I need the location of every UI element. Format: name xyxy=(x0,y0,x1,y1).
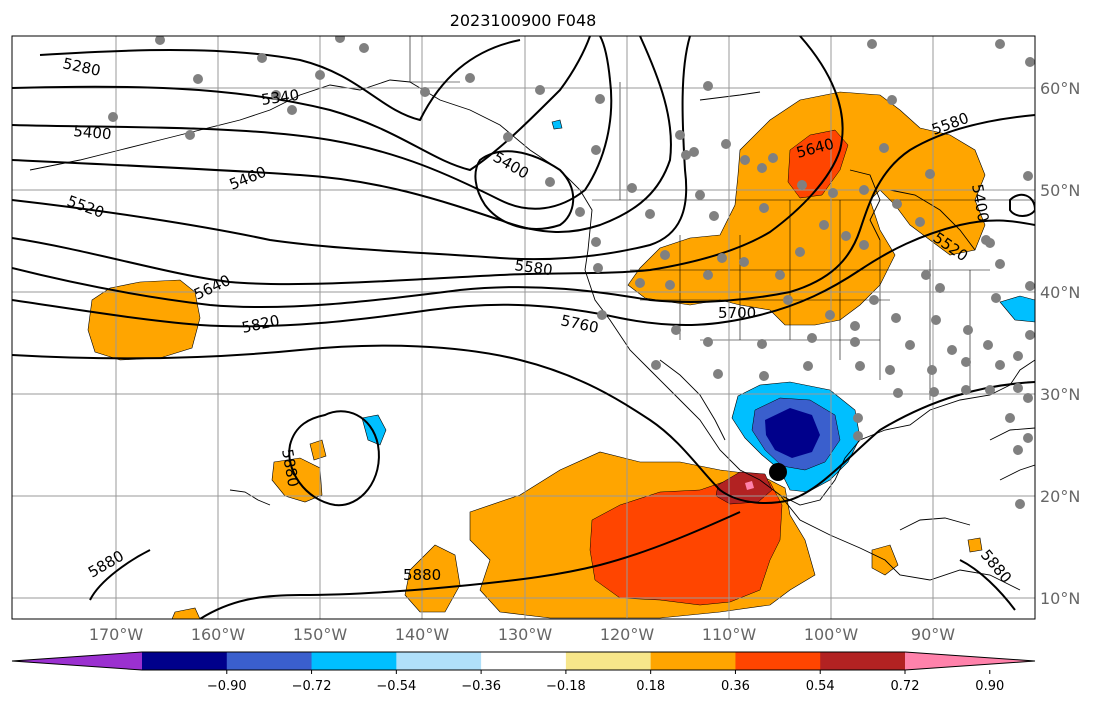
colorbar-tick-label: 0.18 xyxy=(636,679,665,694)
contour-label: 5700 xyxy=(718,304,756,322)
negative-anomaly-fill xyxy=(361,119,1035,493)
lon-label: 130°W xyxy=(498,625,553,644)
longitude-labels: 170°W 160°W 150°W 140°W 130°W 120°W 110°… xyxy=(89,625,955,644)
figure-title: 2023100900 F048 xyxy=(450,11,597,30)
colorbar-extend-max xyxy=(905,652,1035,670)
lon-label: 90°W xyxy=(911,625,955,644)
colorbar-bin xyxy=(396,652,482,670)
colorbar-bin xyxy=(650,652,736,670)
colorbar-tick-label: −0.54 xyxy=(376,679,416,694)
colorbar-tick-label: −0.36 xyxy=(461,679,501,694)
map-panel: 5280 5340 5400 5460 5520 5640 5820 5400 … xyxy=(12,36,1035,619)
map-frame xyxy=(11,35,1036,620)
colorbar-bin xyxy=(820,652,906,670)
colorbar-bin xyxy=(311,652,397,670)
storm-center-marker xyxy=(769,463,787,481)
lon-label: 160°W xyxy=(191,625,246,644)
colorbar-bin xyxy=(735,652,821,670)
colorbar-tick-label: 0.72 xyxy=(891,679,920,694)
lat-label: 20°N xyxy=(1040,487,1080,506)
lat-label: 60°N xyxy=(1040,79,1080,98)
contour-label: 5880 xyxy=(403,566,441,584)
lon-label: 140°W xyxy=(395,625,450,644)
lat-label: 50°N xyxy=(1040,181,1080,200)
station-markers xyxy=(108,36,1035,509)
contour-label: 5400 xyxy=(73,122,113,143)
lon-label: 170°W xyxy=(89,625,144,644)
colorbar-bin xyxy=(142,652,228,670)
colorbar-bin xyxy=(226,652,313,670)
colorbar-extend-min xyxy=(12,652,142,670)
contour-label: 5340 xyxy=(260,86,300,109)
colorbar-bin xyxy=(481,652,567,670)
colorbar-tick-label: 0.54 xyxy=(806,679,835,694)
latitude-labels: 60°N 50°N 40°N 30°N 20°N 10°N xyxy=(1040,79,1080,608)
colorbar-tick-label: 0.36 xyxy=(721,679,750,694)
colorbar-tick-label: −0.72 xyxy=(292,679,332,694)
lon-label: 110°W xyxy=(702,625,757,644)
colorbar-bin xyxy=(565,652,652,670)
colorbar-tick-label: −0.90 xyxy=(207,679,247,694)
colorbar: −0.90 −0.72 −0.54 −0.36 −0.18 0.18 0.36 0.54 0.7… xyxy=(11,651,1036,694)
lon-label: 120°W xyxy=(600,625,655,644)
contour-label: 5580 xyxy=(513,256,553,279)
height-contours xyxy=(12,36,1035,619)
lat-label: 10°N xyxy=(1040,589,1080,608)
lon-label: 100°W xyxy=(804,625,859,644)
lat-label: 40°N xyxy=(1040,283,1080,302)
colorbar-tick-label: 0.90 xyxy=(975,679,1004,694)
lon-label: 150°W xyxy=(293,625,348,644)
lat-label: 30°N xyxy=(1040,385,1080,404)
colorbar-outline xyxy=(11,651,1036,671)
colorbar-tick-label: −0.18 xyxy=(546,679,586,694)
